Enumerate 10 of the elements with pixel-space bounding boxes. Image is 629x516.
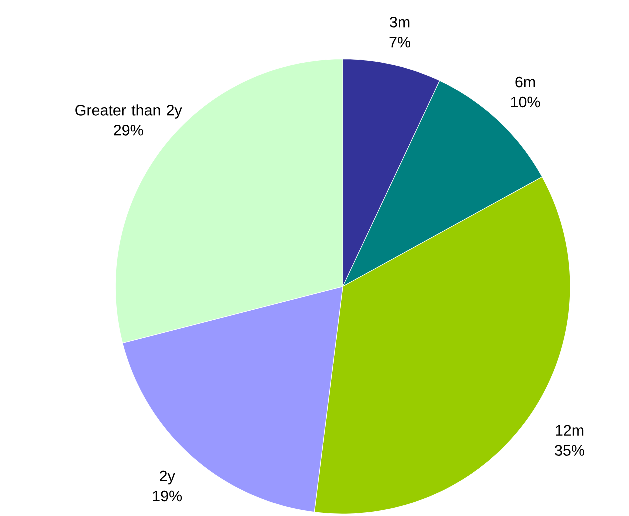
data-label: 7% [390,37,411,48]
slice-label: 2y [160,470,176,485]
data-label: 29% [114,125,144,136]
slice-label: 3m [390,16,410,28]
data-label: 10% [511,96,540,108]
slice-label: 12m [556,425,584,436]
data-label: 19% [153,490,182,502]
slice-label: 6m [516,76,536,88]
data-label: 35% [555,445,584,456]
slice-label: Greater than 2y [76,104,182,119]
